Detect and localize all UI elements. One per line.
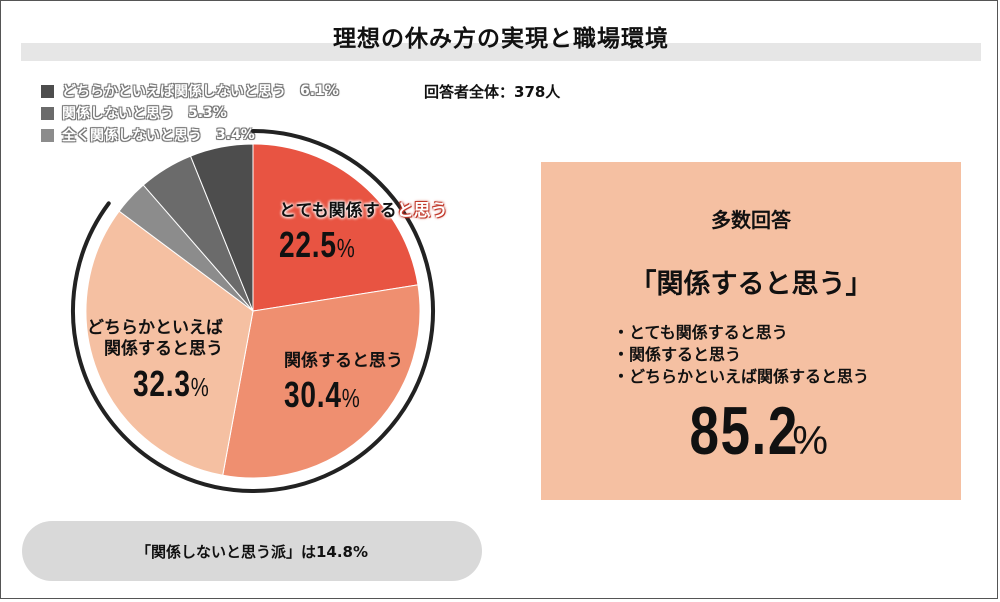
slice-name: 関係すると思う xyxy=(104,339,223,360)
slice-name: どちらかといえば xyxy=(87,318,223,338)
title-underline-bar xyxy=(21,43,981,61)
slice-name: とても関係する xyxy=(279,201,397,221)
pie-slice xyxy=(252,143,419,312)
slice-name-tail: と思う xyxy=(396,201,448,221)
summary-panel: 多数回答 「関係すると思う」 とても関係すると思う 関係すると思う どちらかとい… xyxy=(541,162,961,500)
slice-value: 22.5 xyxy=(279,224,337,266)
slice-label-somewhat-related: どちらかといえば 関係すると思う 32.3% xyxy=(61,318,223,406)
legend-value: 5.3% xyxy=(188,105,227,121)
slice-value: 30.4 xyxy=(284,374,342,416)
footer-text: 「関係しないと思う派」は14.8% xyxy=(135,542,369,561)
respondent-total: 回答者全体：378人 xyxy=(424,83,561,101)
legend-label: 関係しないと思う xyxy=(62,106,174,122)
slice-label-very-related: とても関係すると思う 22.5% xyxy=(279,201,448,267)
pie-slice xyxy=(85,210,254,476)
chart-title: 理想の休み方の実現と職場環境 xyxy=(333,26,669,52)
legend-label: 全く関係しないと思う xyxy=(62,128,202,144)
legend-item: 全く関係しないと思う 3.4% xyxy=(41,124,339,146)
legend-value: 6.1% xyxy=(300,83,339,99)
pie-slice xyxy=(222,284,421,479)
legend-item: どちらかといえば関係しないと思う 6.1% xyxy=(41,80,339,102)
legend-swatch xyxy=(41,106,54,120)
percent-unit: % xyxy=(190,371,210,402)
summary-total-value: 85.2 xyxy=(689,393,799,469)
percent-unit: % xyxy=(336,233,356,264)
slice-name: 関係すると思う xyxy=(284,351,403,371)
summary-total-unit: % xyxy=(792,419,828,463)
percent-unit: % xyxy=(341,383,361,414)
summary-total: 85.2% xyxy=(541,392,961,470)
summary-main-label: 「関係すると思う」 xyxy=(629,269,873,300)
legend: どちらかといえば関係しないと思う 6.1% 関係しないと思う 5.3% 全く関係… xyxy=(41,80,339,146)
summary-heading: 多数回答 xyxy=(711,208,791,232)
legend-swatch xyxy=(41,84,54,98)
summary-list-item: とても関係すると思う xyxy=(613,322,869,344)
legend-swatch xyxy=(41,128,54,142)
highlight-outer-arc xyxy=(71,129,435,493)
slice-label-related: 関係すると思う 30.4% xyxy=(284,351,403,417)
summary-list-item: 関係すると思う xyxy=(613,344,869,366)
pie-slice xyxy=(189,143,254,312)
slice-value: 32.3 xyxy=(133,362,191,404)
legend-value: 3.4% xyxy=(216,127,255,143)
footer-note: 「関係しないと思う派」は14.8% xyxy=(22,521,482,581)
legend-item: 関係しないと思う 5.3% xyxy=(41,102,339,124)
summary-list: とても関係すると思う 関係すると思う どちらかといえば関係すると思う xyxy=(613,322,869,388)
summary-list-item: どちらかといえば関係すると思う xyxy=(613,366,869,388)
legend-label: どちらかといえば関係しないと思う xyxy=(62,84,286,100)
